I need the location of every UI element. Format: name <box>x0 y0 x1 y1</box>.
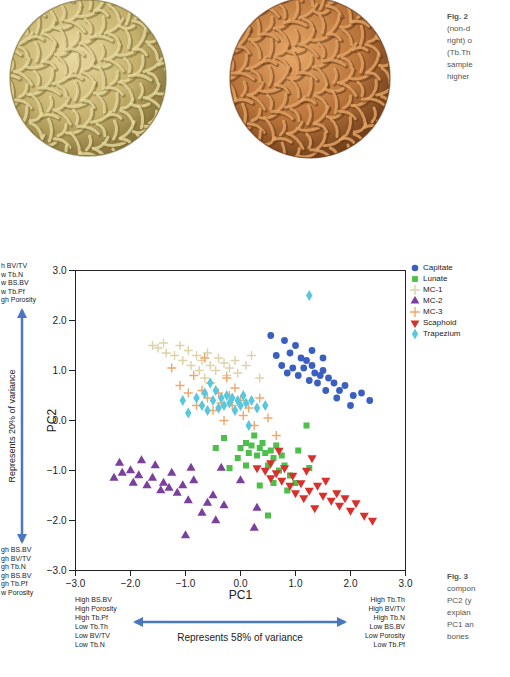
html-text:explan: explan <box>447 608 471 617</box>
html-text:MC-1: MC-1 <box>423 285 443 294</box>
html-text:gh BS.BV: gh BS.BV <box>1 546 32 553</box>
html-text:Trapezium: Trapezium <box>423 329 461 338</box>
html-text:sample: sample <box>447 60 473 69</box>
html-text:w Tb.Pf: w Tb.Pf <box>1 287 25 295</box>
html-text:Represents 20% of variance: Represents 20% of variance <box>7 369 17 483</box>
html-text:Low BV/TV: Low BV/TV <box>75 632 110 639</box>
svg-text:0.0: 0.0 <box>52 414 67 426</box>
html-text:Low Tb.Pf: Low Tb.Pf <box>373 641 405 648</box>
svg-text:1.0: 1.0 <box>53 365 67 376</box>
html-text:Fig. 3: Fig. 3 <box>447 572 468 581</box>
html-text:(Tb.Th: (Tb.Th <box>447 48 471 57</box>
html-text:h BV/TV: h BV/TV <box>1 262 28 269</box>
html-text:w Porosity: w Porosity <box>1 588 34 596</box>
svg-text:3.0: 3.0 <box>399 578 413 589</box>
svg-text:2.0: 2.0 <box>344 578 358 589</box>
html-text:higher: higher <box>447 72 470 81</box>
html-text:compon: compon <box>447 584 476 593</box>
html-text:bones: bones <box>447 632 469 641</box>
html-text:gh Porosity: gh Porosity <box>1 296 36 303</box>
html-text:High Tb.Th: High Tb.Th <box>370 596 405 603</box>
html-text:PC2 (y: PC2 (y <box>447 596 472 605</box>
html-text:Low BS.BV: Low BS.BV <box>369 623 405 630</box>
html-text:Capitate: Capitate <box>423 263 453 272</box>
svg-text:−3.0: −3.0 <box>47 565 67 576</box>
html-text:Represents 58% of variance: Represents 58% of variance <box>177 632 303 643</box>
html-text:gh BS.BV: gh BS.BV <box>1 571 32 579</box>
svg-text:3.0: 3.0 <box>53 265 67 276</box>
svg-text:PC2: PC2 <box>45 409 59 433</box>
svg-text:0.0: 0.0 <box>233 577 248 589</box>
html-text:Scaphoid: Scaphoid <box>423 318 457 327</box>
svg-text:−2.0: −2.0 <box>47 515 67 526</box>
svg-text:−3.0: −3.0 <box>66 578 86 589</box>
html-text:MC-2: MC-2 <box>423 296 443 305</box>
html-text:w BS.BV: w BS.BV <box>1 279 29 286</box>
html-text:gh Tb.N: gh Tb.N <box>1 563 26 570</box>
svg-text:−2.0: −2.0 <box>121 578 141 589</box>
html-text:High Porosity: High Porosity <box>75 605 117 612</box>
svg-text:−1.0: −1.0 <box>176 578 196 589</box>
html-text:High Tb.Pf: High Tb.Pf <box>75 614 108 621</box>
html-text:MC-3: MC-3 <box>423 307 443 316</box>
html-text:High BS.BV: High BS.BV <box>75 596 112 603</box>
html-text:Fig. 2: Fig. 2 <box>447 12 468 21</box>
svg-text:PC1: PC1 <box>229 588 253 601</box>
svg-text:2.0: 2.0 <box>53 315 67 326</box>
html-text:Low Tb.Th: Low Tb.Th <box>75 623 108 630</box>
html-text:High Tb.N: High Tb.N <box>373 614 405 621</box>
html-text:Low Tb.N: Low Tb.N <box>75 641 105 648</box>
html-text:High BV/TV: High BV/TV <box>368 605 405 612</box>
svg-text:−1.0: −1.0 <box>47 465 67 476</box>
html-text:Lunate: Lunate <box>423 274 448 283</box>
html-text:Low Porosity: Low Porosity <box>364 632 405 639</box>
html-text:gh BV/TV: gh BV/TV <box>1 554 31 562</box>
html-text:right) o: right) o <box>447 36 472 45</box>
svg-text:1.0: 1.0 <box>289 578 303 589</box>
html-text:PC1 an: PC1 an <box>447 620 474 629</box>
html-text:(non-d: (non-d <box>447 24 471 33</box>
html-text:w Tb.N: w Tb.N <box>1 270 23 278</box>
html-text:gh Tb.Pf: gh Tb.Pf <box>1 580 28 587</box>
